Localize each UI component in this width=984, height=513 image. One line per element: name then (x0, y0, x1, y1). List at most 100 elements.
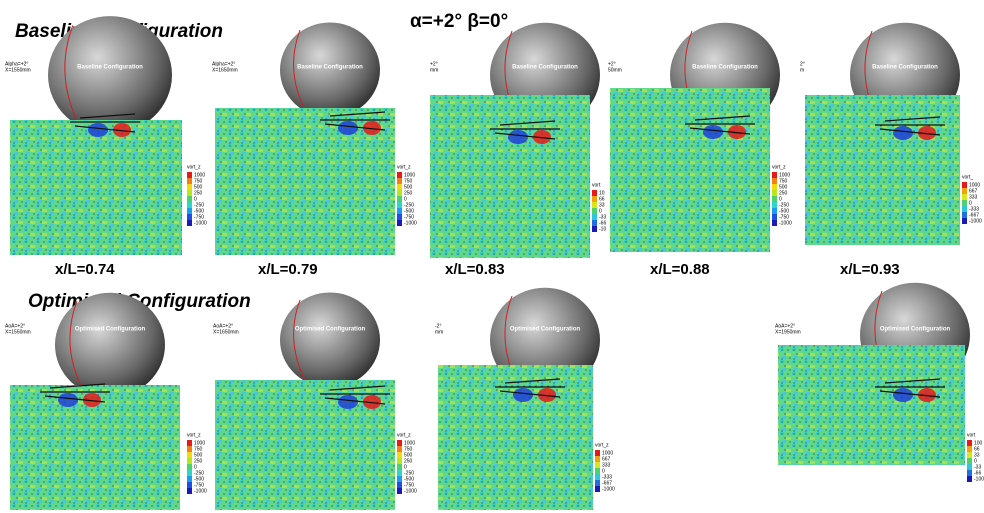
legend-label: -1000 (969, 218, 982, 224)
vortex-negative (508, 130, 528, 144)
legend-swatch (967, 440, 972, 446)
legend-swatch (962, 182, 967, 188)
legend-swatch (962, 206, 967, 212)
legend-swatch (187, 446, 192, 452)
legend-swatch (187, 208, 192, 214)
flow-panel: Optimised ConfigurationAoA=+2°X=1950mmvo… (775, 283, 984, 483)
legend-swatch (187, 190, 192, 196)
flow-panel: Baseline Configuration+2°mmvort1066330-3… (430, 23, 606, 258)
flow-condition: α=+2° β=0° (410, 11, 508, 32)
legend-swatch (187, 214, 192, 220)
vortex-negative (338, 121, 358, 135)
legend-swatch (592, 202, 597, 208)
vector-field (778, 345, 965, 465)
legend-swatch (187, 482, 192, 488)
legend-swatch (397, 214, 402, 220)
legend-swatch (595, 474, 600, 480)
legend-swatch (397, 464, 402, 470)
legend-title: vort_z (187, 432, 201, 438)
legend-swatch (187, 184, 192, 190)
flow-panel: Optimised ConfigurationAoA=+2°X=1550mmvo… (5, 293, 207, 510)
legend-swatch (592, 208, 597, 214)
legend-swatch (772, 178, 777, 184)
inset-title: Optimised Configuration (880, 327, 951, 333)
inset-title: Baseline Configuration (692, 65, 758, 71)
inset-title: Optimised Configuration (75, 327, 146, 333)
legend-swatch (397, 184, 402, 190)
station-caption: x/L=0.83 (445, 261, 505, 278)
station-caption: x/L=0.79 (258, 261, 318, 278)
legend-title: vort_z (772, 164, 786, 170)
legend-swatch (397, 482, 402, 488)
legend-swatch (592, 190, 597, 196)
legend-label: -1000 (404, 220, 417, 226)
legend-label: -1000 (602, 486, 615, 492)
legend-swatch (962, 212, 967, 218)
legend-label: -1000 (194, 220, 207, 226)
legend-swatch (967, 458, 972, 464)
legend-title: vort (967, 432, 976, 438)
station-label: m (800, 67, 804, 73)
legend-swatch (967, 464, 972, 470)
legend-swatch (397, 178, 402, 184)
legend-swatch (187, 458, 192, 464)
station-label: 50mm (608, 67, 622, 73)
legend-swatch (962, 218, 967, 224)
legend-swatch (187, 178, 192, 184)
legend-swatch (397, 476, 402, 482)
legend-swatch (397, 208, 402, 214)
legend-title: vort (592, 182, 601, 188)
legend-swatch (187, 172, 192, 178)
flow-panel: Baseline ConfigurationAlpha=+2°X=1550mmv… (5, 16, 207, 255)
legend-swatch (967, 476, 972, 482)
legend-label: -10 (599, 226, 606, 232)
figure: Baseline Configuration α=+2° β=0° Optimi… (0, 0, 984, 513)
vector-field (610, 88, 770, 252)
inset-title: Optimised Configuration (295, 327, 366, 333)
legend-swatch (187, 202, 192, 208)
legend-title: vort_z (595, 442, 609, 448)
legend-swatch (397, 488, 402, 494)
legend-swatch (967, 470, 972, 476)
legend-swatch (397, 452, 402, 458)
legend-swatch (187, 470, 192, 476)
station-label: X=1550mm (5, 329, 31, 335)
legend-swatch (187, 452, 192, 458)
legend-swatch (592, 226, 597, 232)
legend-swatch (595, 456, 600, 462)
legend-swatch (397, 202, 402, 208)
inset-title: Baseline Configuration (77, 65, 143, 71)
inset-title: Baseline Configuration (297, 65, 363, 71)
legend-swatch (967, 446, 972, 452)
fuselage (55, 293, 165, 398)
legend-swatch (962, 188, 967, 194)
legend-swatch (967, 452, 972, 458)
inset-title: Baseline Configuration (512, 65, 578, 71)
legend-swatch (595, 486, 600, 492)
legend-swatch (962, 194, 967, 200)
legend-label: -1000 (779, 220, 792, 226)
legend-swatch (397, 440, 402, 446)
vortex-negative (703, 125, 723, 139)
legend-swatch (397, 220, 402, 226)
flow-panel: Optimised Configuration-2°mmvort_z100066… (435, 288, 615, 510)
legend-swatch (772, 220, 777, 226)
legend-swatch (592, 220, 597, 226)
station-label: X=1650mm (213, 329, 239, 335)
legend-swatch (397, 196, 402, 202)
legend-swatch (397, 190, 402, 196)
legend-swatch (595, 462, 600, 468)
legend-swatch (772, 214, 777, 220)
station-label: mm (435, 329, 443, 335)
flow-panel: Baseline Configuration2°mvort_1000667333… (800, 23, 982, 245)
vortex-negative (58, 393, 78, 407)
flow-panel: Baseline Configuration+2°50mmvort_z10007… (608, 23, 792, 252)
legend-swatch (772, 208, 777, 214)
legend-swatch (187, 196, 192, 202)
station-label: X=1550mm (5, 67, 31, 73)
legend-swatch (772, 172, 777, 178)
fuselage (280, 293, 380, 388)
legend-swatch (772, 202, 777, 208)
flow-panel: Baseline ConfigurationAlpha=+2°X=1650mmv… (212, 23, 417, 256)
legend-title: vort_ (962, 174, 973, 180)
